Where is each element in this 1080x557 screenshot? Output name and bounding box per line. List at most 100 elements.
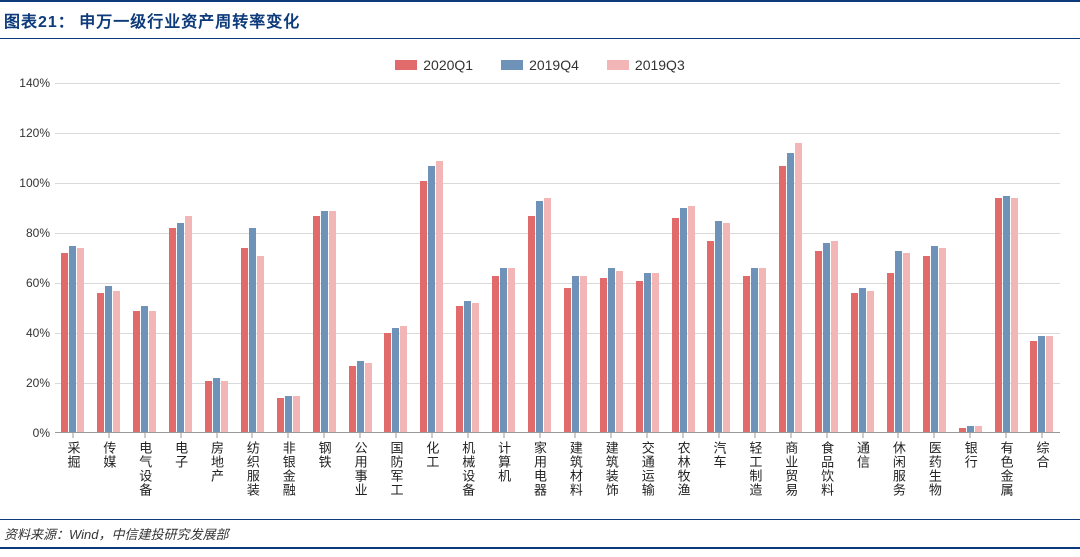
bar: [249, 228, 256, 433]
x-tick-mark: [252, 433, 253, 438]
bar: [185, 216, 192, 434]
x-label: 化工: [414, 433, 450, 518]
bar: [931, 246, 938, 434]
bar: [133, 311, 140, 434]
y-tick-label: 60%: [10, 276, 50, 290]
category-group: [450, 83, 486, 433]
bar: [277, 398, 284, 433]
chart-title: 申万一级行业资产周转率变化: [79, 14, 300, 31]
x-label: 银行: [952, 433, 988, 518]
bar: [177, 223, 184, 433]
x-label-text: 汽车: [709, 441, 728, 469]
category-group: [342, 83, 378, 433]
x-label-text: 国防军工: [386, 441, 405, 497]
x-label-text: 电子: [171, 441, 190, 469]
bar: [213, 378, 220, 433]
x-label: 采掘: [55, 433, 91, 518]
y-tick-label: 80%: [10, 226, 50, 240]
bar: [365, 363, 372, 433]
x-tick-mark: [790, 433, 791, 438]
legend-swatch: [395, 60, 417, 70]
x-label: 建筑材料: [557, 433, 593, 518]
category-group: [378, 83, 414, 433]
category-group: [270, 83, 306, 433]
category-group: [234, 83, 270, 433]
bar: [528, 216, 535, 434]
category-group: [522, 83, 558, 433]
x-tick-mark: [467, 433, 468, 438]
legend-swatch: [607, 60, 629, 70]
x-tick-mark: [180, 433, 181, 438]
y-tick-label: 120%: [10, 126, 50, 140]
x-tick-mark: [1041, 433, 1042, 438]
y-tick-label: 100%: [10, 176, 50, 190]
x-tick-mark: [216, 433, 217, 438]
bar: [939, 248, 946, 433]
x-label-text: 有色金属: [997, 441, 1016, 497]
bar: [97, 293, 104, 433]
x-label: 计算机: [486, 433, 522, 518]
x-tick-mark: [503, 433, 504, 438]
source-text: Wind，中信建投研究发展部: [69, 527, 229, 542]
x-tick-mark: [288, 433, 289, 438]
bar: [285, 396, 292, 434]
chart-plot-area: 0%20%40%60%80%100%120%140%: [55, 83, 1060, 433]
bar: [436, 161, 443, 433]
x-label: 通信: [845, 433, 881, 518]
x-label-text: 医药生物: [925, 441, 944, 497]
x-label-text: 食品饮料: [817, 441, 836, 497]
x-label-text: 交通运输: [638, 441, 657, 497]
bar: [357, 361, 364, 433]
bar: [169, 228, 176, 433]
source-label: 资料来源：: [4, 527, 69, 542]
bar: [823, 243, 830, 433]
bar: [400, 326, 407, 434]
category-group: [665, 83, 701, 433]
x-tick-mark: [1006, 433, 1007, 438]
legend-item: 2019Q3: [607, 57, 685, 73]
category-group: [163, 83, 199, 433]
bar: [887, 273, 894, 433]
bar: [787, 153, 794, 433]
category-group: [557, 83, 593, 433]
legend-label: 2019Q3: [635, 57, 685, 73]
bar: [536, 201, 543, 434]
x-axis-labels: 采掘传媒电气设备电子房地产纺织服装非银金融钢铁公用事业国防军工化工机械设备计算机…: [55, 433, 1060, 518]
x-label: 公用事业: [342, 433, 378, 518]
x-tick-mark: [539, 433, 540, 438]
category-group: [845, 83, 881, 433]
x-tick-mark: [431, 433, 432, 438]
x-tick-mark: [611, 433, 612, 438]
x-tick-mark: [108, 433, 109, 438]
x-label-text: 建筑材料: [566, 441, 585, 497]
x-label-text: 化工: [422, 441, 441, 469]
bar: [723, 223, 730, 433]
bar: [257, 256, 264, 434]
bar: [995, 198, 1002, 433]
x-tick-mark: [360, 433, 361, 438]
bar: [680, 208, 687, 433]
x-label-text: 电气设备: [135, 441, 154, 497]
bar: [672, 218, 679, 433]
x-tick-mark: [718, 433, 719, 438]
x-label: 建筑装饰: [593, 433, 629, 518]
x-label-text: 非银金融: [279, 441, 298, 497]
x-label-text: 纺织服装: [243, 441, 262, 497]
category-group: [1024, 83, 1060, 433]
y-tick-label: 140%: [10, 76, 50, 90]
x-label: 医药生物: [916, 433, 952, 518]
category-group: [593, 83, 629, 433]
x-tick-mark: [324, 433, 325, 438]
legend-swatch: [501, 60, 523, 70]
bar: [141, 306, 148, 433]
bar: [831, 241, 838, 434]
bar: [867, 291, 874, 434]
x-tick-mark: [395, 433, 396, 438]
bar: [707, 241, 714, 434]
category-group: [306, 83, 342, 433]
category-group: [737, 83, 773, 433]
bar: [313, 216, 320, 434]
x-label: 农林牧渔: [665, 433, 701, 518]
bar: [815, 251, 822, 434]
x-label: 电子: [163, 433, 199, 518]
